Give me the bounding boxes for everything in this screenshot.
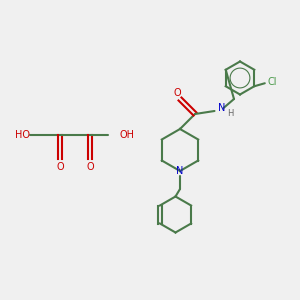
- Text: O: O: [173, 88, 181, 98]
- Text: OH: OH: [120, 130, 135, 140]
- Text: H: H: [227, 110, 233, 118]
- Text: Cl: Cl: [268, 77, 277, 87]
- Text: O: O: [86, 161, 94, 172]
- Text: N: N: [218, 103, 226, 113]
- Text: HO: HO: [15, 130, 30, 140]
- Text: N: N: [176, 166, 184, 176]
- Text: O: O: [56, 161, 64, 172]
